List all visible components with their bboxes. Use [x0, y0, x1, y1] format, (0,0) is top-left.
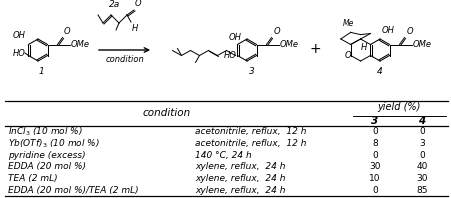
Text: 0: 0: [371, 151, 377, 160]
Text: 8: 8: [371, 139, 377, 148]
Text: O: O: [344, 51, 351, 60]
Text: TEA (2 mL): TEA (2 mL): [8, 174, 57, 183]
Text: xylene, reflux,  24 h: xylene, reflux, 24 h: [194, 186, 285, 195]
Text: acetonitrile, reflux,  12 h: acetonitrile, reflux, 12 h: [194, 139, 306, 148]
Text: O: O: [405, 27, 412, 35]
Text: OH: OH: [381, 26, 394, 35]
Text: HO: HO: [223, 51, 236, 60]
Text: condition: condition: [142, 108, 190, 117]
Text: OMe: OMe: [70, 40, 89, 49]
Text: condition: condition: [105, 55, 143, 64]
Text: 30: 30: [415, 174, 427, 183]
Text: 4: 4: [418, 116, 425, 126]
Text: OMe: OMe: [279, 40, 298, 49]
Text: HO: HO: [13, 49, 26, 57]
Text: O: O: [135, 0, 141, 8]
Text: 40: 40: [415, 162, 427, 171]
Text: 0: 0: [371, 186, 377, 195]
Text: 4: 4: [376, 67, 382, 76]
Text: 30: 30: [368, 162, 380, 171]
Text: 10: 10: [368, 174, 380, 183]
Text: Yb(OTf)$_3$ (10 mol %): Yb(OTf)$_3$ (10 mol %): [8, 137, 100, 150]
Text: EDDA (20 mol %)/TEA (2 mL): EDDA (20 mol %)/TEA (2 mL): [8, 186, 138, 195]
Text: yield (%): yield (%): [376, 102, 419, 112]
Text: 140 °C, 24 h: 140 °C, 24 h: [194, 151, 251, 160]
Text: +: +: [308, 42, 320, 56]
Text: 85: 85: [415, 186, 427, 195]
Text: O: O: [273, 27, 280, 35]
Text: 2a: 2a: [109, 0, 120, 9]
Text: EDDA (20 mol %): EDDA (20 mol %): [8, 162, 86, 171]
Text: OMe: OMe: [412, 40, 431, 49]
Text: xylene, reflux,  24 h: xylene, reflux, 24 h: [194, 162, 285, 171]
Text: OH: OH: [13, 31, 25, 41]
Text: OH: OH: [229, 32, 241, 42]
Text: 0: 0: [418, 151, 424, 160]
Text: pyridine (excess): pyridine (excess): [8, 151, 85, 160]
Text: xylene, reflux,  24 h: xylene, reflux, 24 h: [194, 174, 285, 183]
Text: InCl$_3$ (10 mol %): InCl$_3$ (10 mol %): [8, 126, 83, 138]
Text: 3: 3: [418, 139, 424, 148]
Text: 0: 0: [418, 127, 424, 136]
Text: 3: 3: [371, 116, 378, 126]
Text: 1: 1: [38, 67, 44, 76]
Text: 3: 3: [249, 67, 254, 76]
Text: acetonitrile, reflux,  12 h: acetonitrile, reflux, 12 h: [194, 127, 306, 136]
Text: H: H: [132, 24, 138, 33]
Text: H: H: [360, 44, 367, 52]
Text: O: O: [64, 27, 70, 35]
Text: Me: Me: [342, 19, 354, 28]
Text: 0: 0: [371, 127, 377, 136]
